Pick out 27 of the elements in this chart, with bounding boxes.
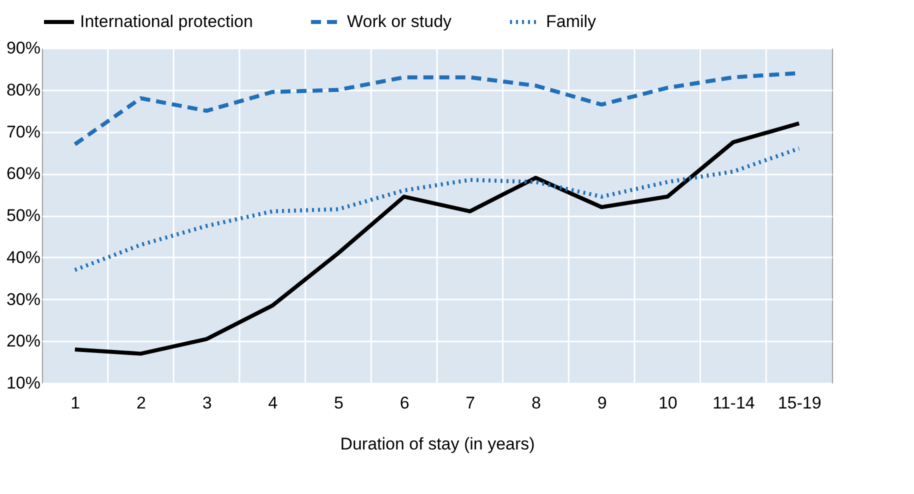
x-tick-label: 11-14: [712, 394, 755, 412]
x-tick-label: 5: [334, 394, 344, 412]
line-series: [72, 121, 802, 356]
x-tick-label: 8: [532, 394, 541, 412]
y-tick-label: 10%: [6, 374, 40, 392]
y-tick-label: 30%: [6, 290, 40, 309]
x-tick-label: 1: [70, 394, 80, 412]
y-tick-label: 60%: [6, 164, 40, 184]
legend-label: Family: [546, 12, 597, 31]
y-tick-label: 20%: [6, 332, 40, 351]
x-axis-title: Duration of stay (in years): [340, 434, 535, 454]
y-tick-label: 90%: [6, 38, 40, 58]
y-tick-label: 40%: [6, 248, 40, 267]
y-tick-label: 80%: [6, 80, 40, 100]
x-tick-label: 15-19: [778, 394, 822, 412]
x-tick-label: 6: [400, 394, 410, 412]
y-tick-label: 50%: [6, 206, 40, 225]
line-series: [72, 146, 802, 272]
x-tick-label: 9: [597, 394, 607, 412]
legend-label: International protection: [80, 12, 253, 31]
legend-label: Work or study: [347, 12, 452, 31]
x-tick-label: 4: [268, 394, 278, 412]
x-tick-label: 3: [202, 394, 212, 412]
x-tick-label: 7: [466, 394, 476, 412]
y-tick-label: 70%: [6, 122, 40, 142]
x-tick-label: 10: [658, 394, 678, 412]
x-tick-label: 2: [136, 394, 146, 412]
